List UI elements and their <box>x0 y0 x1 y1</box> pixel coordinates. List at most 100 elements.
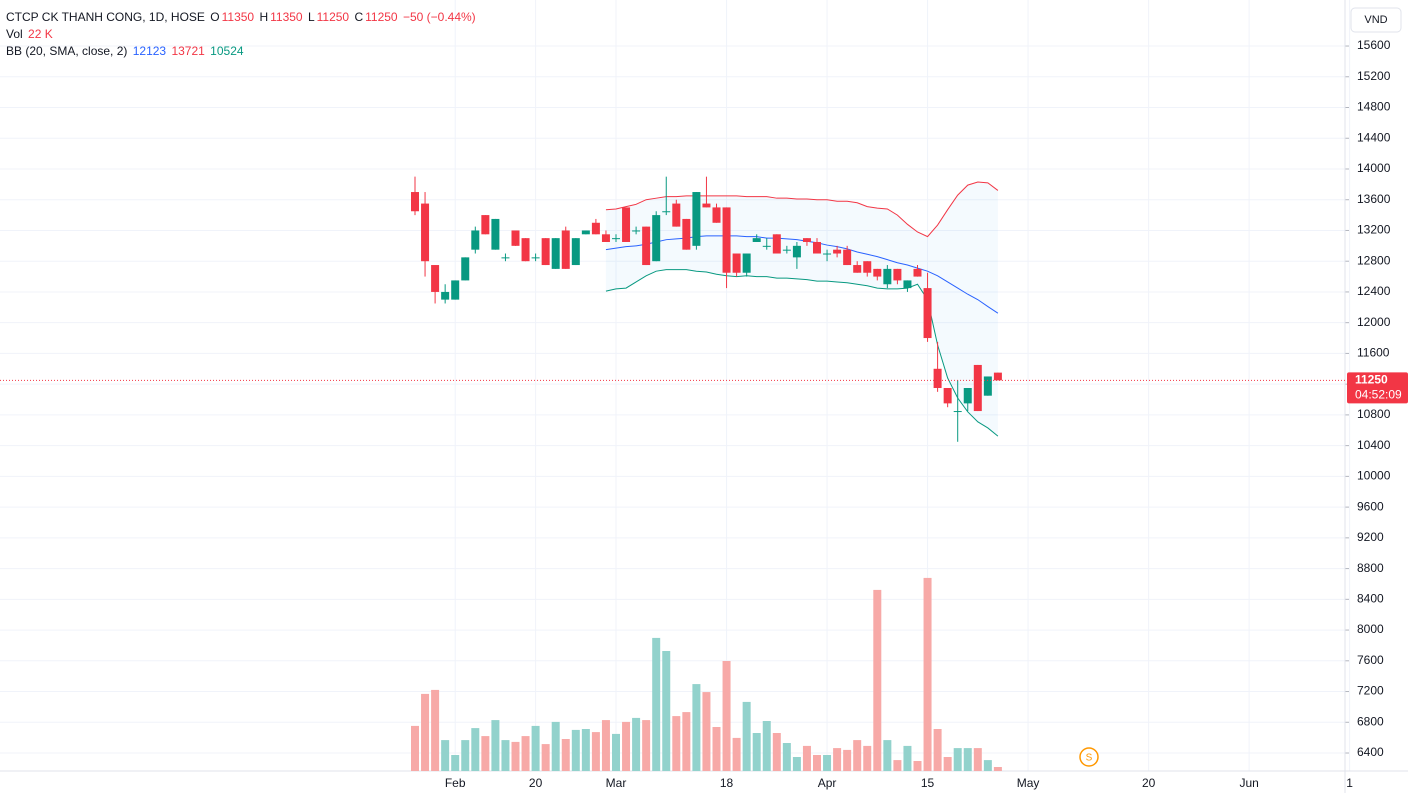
volume-bar <box>481 736 490 771</box>
candle-body <box>973 364 982 412</box>
bb-line <box>605 181 999 238</box>
candle-body <box>601 234 610 242</box>
high-label: H <box>259 10 269 24</box>
volume-bar <box>762 721 771 771</box>
y-tick-label: 12400 <box>1357 284 1391 298</box>
legend-panel: CTCP CK THANH CONG, 1D, HOSE O 11350 H 113… <box>6 9 478 60</box>
volume-bar <box>772 733 781 771</box>
y-tick-label: 8800 <box>1357 561 1384 575</box>
bb-basis: 12123 <box>132 44 167 58</box>
volume-bar <box>521 736 530 771</box>
candle-body <box>632 230 641 232</box>
y-tick-label: 10800 <box>1357 407 1391 421</box>
volume-bar <box>551 721 560 771</box>
candle-body <box>511 230 520 246</box>
y-tick-label: 12800 <box>1357 253 1391 267</box>
candle-body <box>813 241 821 254</box>
volume-bar <box>782 743 791 771</box>
candle-body <box>993 372 1002 381</box>
volume-value: 22 K <box>28 27 53 41</box>
volume-bar <box>943 757 952 771</box>
candle-body <box>421 203 430 262</box>
bb-label[interactable]: BB (20, SMA, close, 2) <box>6 44 128 58</box>
y-tick-label: 10000 <box>1357 469 1391 483</box>
volume-bar <box>612 733 620 771</box>
candle-body <box>692 192 701 246</box>
bb-line <box>605 235 999 314</box>
y-tick-label: 15600 <box>1357 38 1391 52</box>
candle-body <box>913 268 922 277</box>
high-value: 11350 <box>270 10 303 24</box>
open-label: O <box>210 10 220 24</box>
candle-body <box>742 253 751 273</box>
candle-body <box>531 257 540 259</box>
change: −50 (−0.44%) <box>402 10 476 24</box>
volume-bar <box>431 689 440 771</box>
candle-body <box>581 230 590 235</box>
price-tag-value: 11250 <box>1355 372 1388 386</box>
candle-body <box>883 268 892 285</box>
volume-bar <box>421 693 430 771</box>
volume-bar <box>963 748 972 771</box>
symbol[interactable]: CTCP CK THANH CONG, 1D, HOSE <box>6 10 205 24</box>
x-tick-label: Jun <box>1239 776 1258 790</box>
candle-body <box>792 245 801 258</box>
candle-body <box>612 238 620 240</box>
candle-body <box>441 291 450 300</box>
volume-bar <box>451 755 460 771</box>
volume-bar <box>561 739 570 771</box>
volume-bar <box>802 745 811 771</box>
event-marker <box>1079 747 1099 767</box>
candle-body <box>541 238 550 266</box>
candle-body <box>833 249 842 254</box>
volume-label[interactable]: Vol <box>6 27 23 41</box>
volume-bar <box>662 651 671 771</box>
volume-bar <box>541 744 550 771</box>
symbol-row: CTCP CK THANH CONG, 1D, HOSE O 11350 H 113… <box>6 9 478 26</box>
y-tick-label: 11600 <box>1357 346 1390 360</box>
candle-body <box>802 238 811 242</box>
y-tick-label: 14000 <box>1357 161 1391 175</box>
volume-row: Vol 22 K <box>6 26 478 43</box>
x-tick-label: 20 <box>529 776 543 790</box>
volume-bar <box>652 637 661 771</box>
close-label: C <box>354 10 364 24</box>
volume-bar <box>792 757 801 771</box>
candle-body <box>551 238 560 269</box>
volume-bar <box>491 720 500 771</box>
volume-bar <box>993 767 1002 771</box>
bb-lower: 10524 <box>210 44 244 58</box>
volume-bar <box>923 577 932 771</box>
volume-bar <box>953 748 962 771</box>
bb-upper: 13721 <box>171 44 205 58</box>
price-tag-countdown: 04:52:09 <box>1355 387 1402 401</box>
volume-bar <box>823 755 832 771</box>
candle-body <box>652 215 661 262</box>
volume-bar <box>843 749 852 771</box>
currency-button[interactable] <box>1350 7 1402 33</box>
volume-bar <box>813 755 821 771</box>
event-marker-label: S <box>1086 753 1093 764</box>
y-tick-label: 8400 <box>1357 591 1384 605</box>
y-tick-label: 10400 <box>1357 438 1391 452</box>
volume-bar <box>411 725 419 771</box>
open-value: 11350 <box>221 10 255 24</box>
volume-bar <box>973 748 982 771</box>
volume-bar <box>732 737 741 771</box>
candle-body <box>591 222 600 235</box>
volume-bar <box>591 732 600 771</box>
volume-bar <box>441 740 450 771</box>
candle-body <box>682 218 691 250</box>
candle-body <box>712 207 721 223</box>
y-tick-label: 8000 <box>1357 622 1384 636</box>
y-tick-label: 6400 <box>1357 745 1384 759</box>
y-tick-label: 14400 <box>1357 130 1391 144</box>
x-tick-label: 1 <box>1346 776 1353 790</box>
candle-body <box>521 238 530 262</box>
volume-bar <box>581 729 590 771</box>
candle-body <box>843 249 852 266</box>
volume-bar <box>712 727 721 771</box>
volume-bar <box>833 748 842 771</box>
y-tick-label: 14800 <box>1357 100 1391 114</box>
candle-body <box>561 230 570 269</box>
